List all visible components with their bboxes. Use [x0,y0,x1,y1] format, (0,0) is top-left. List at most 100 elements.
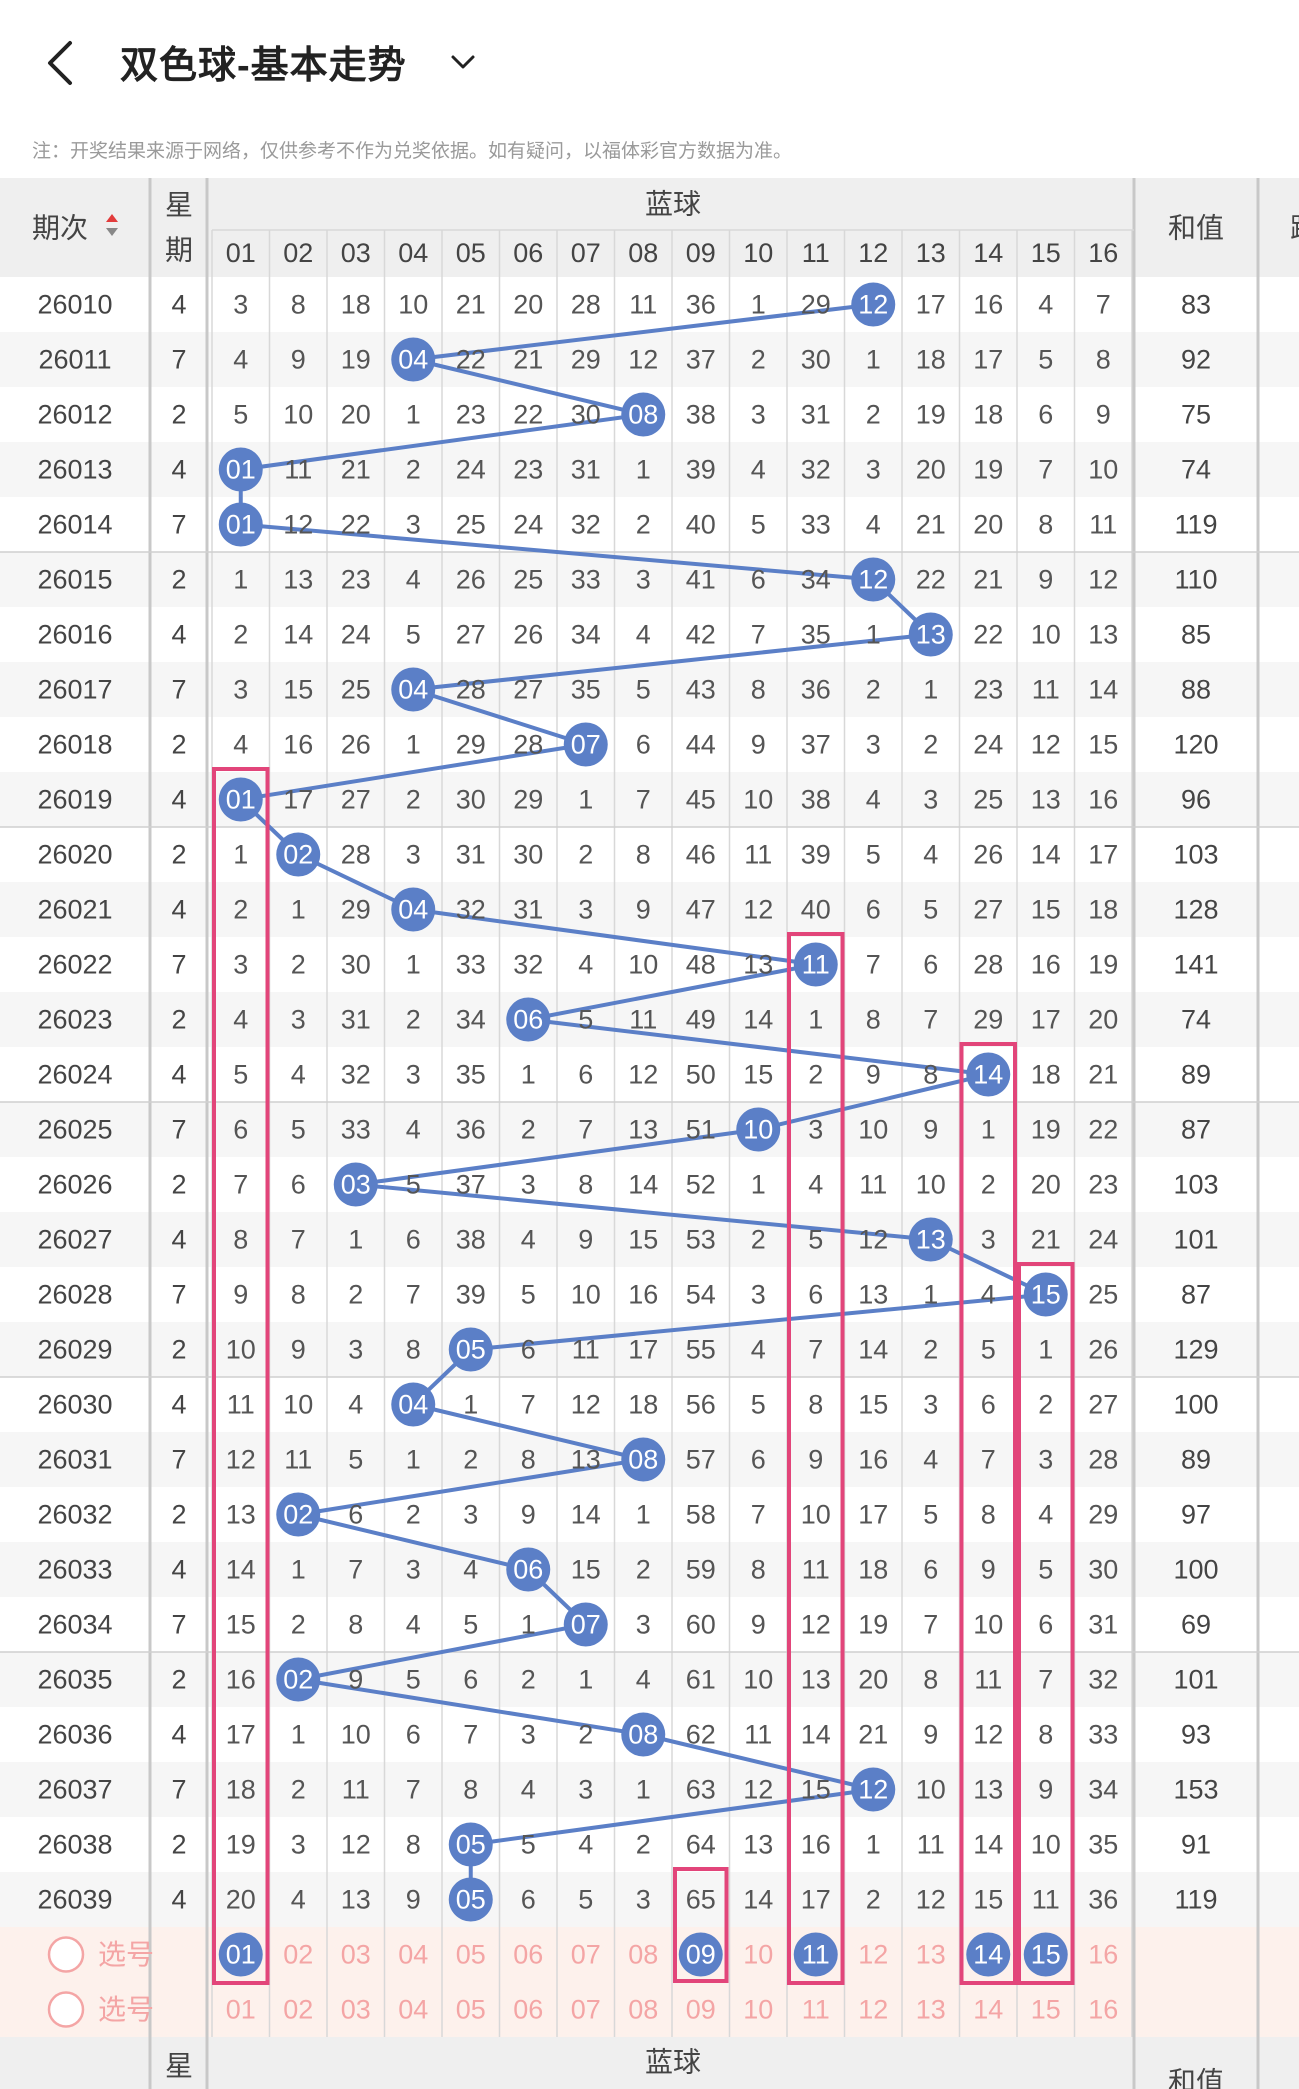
week-value: 7 [171,1445,186,1475]
week-value: 4 [171,1060,186,1090]
select-number[interactable]: 09 [686,1995,716,2025]
selected-ball[interactable] [966,1932,1011,1977]
footer-blue: 蓝球 [645,2047,701,2078]
header-number-04: 04 [398,238,428,268]
select-number[interactable]: 05 [456,1940,486,1970]
select-number[interactable]: 01 [226,1995,256,2025]
omission-value: 15 [973,1885,1003,1915]
issue-number: 26037 [37,1775,112,1805]
omission-value: 8 [233,1225,248,1255]
omission-value: 13 [743,1830,773,1860]
omission-value: 17 [801,1885,831,1915]
omission-value: 9 [923,1720,938,1750]
omission-value: 12 [341,1830,371,1860]
omission-value: 20 [858,1665,888,1695]
select-number[interactable]: 07 [571,1940,601,1970]
select-number[interactable]: 05 [456,1995,486,2025]
selected-ball[interactable] [793,1932,838,1977]
blue-ball-number: 13 [916,620,946,650]
omission-value: 39 [801,840,831,870]
select-number[interactable]: 10 [743,1995,773,2025]
omission-value: 2 [291,1775,306,1805]
select-radio[interactable] [47,1936,85,1973]
issue-number: 26019 [37,785,112,815]
omission-value: 1 [636,1775,651,1805]
omission-value: 37 [456,1170,486,1200]
blue-ball [391,887,436,932]
blue-ball-number: 02 [283,1665,313,1695]
issue-number: 26039 [37,1885,112,1915]
blue-ball-number: 04 [398,1390,428,1420]
select-number[interactable]: 03 [341,1995,371,2025]
selected-ball[interactable] [678,1932,723,1977]
omission-value: 62 [686,1720,716,1750]
blue-ball-number: 08 [628,1720,658,1750]
week-value: 4 [171,620,186,650]
omission-value: 2 [348,1280,363,1310]
select-number[interactable]: 16 [1088,1995,1118,2025]
select-number[interactable]: 02 [283,1940,313,1970]
header-number-10: 10 [743,238,773,268]
selected-ball[interactable] [218,1932,263,1977]
select-number[interactable]: 13 [916,1940,946,1970]
omission-value: 5 [1038,1555,1053,1585]
select-radio[interactable] [47,1991,85,2028]
select-number[interactable]: 08 [628,1995,658,2025]
omission-value: 9 [406,1885,421,1915]
select-label[interactable]: 选号 [98,1939,154,1970]
omission-value: 12 [743,1775,773,1805]
selected-ball-number[interactable]: 15 [1031,1940,1061,1970]
omission-value: 14 [628,1170,658,1200]
omission-value: 1 [866,345,881,375]
select-number[interactable]: 13 [916,1995,946,2025]
omission-value: 30 [513,840,543,870]
selected-ball-number[interactable]: 11 [802,1940,830,1970]
select-number[interactable]: 04 [398,1940,428,1970]
select-number[interactable]: 07 [571,1995,601,2025]
row-stripe [0,442,1299,497]
select-number[interactable]: 06 [513,1995,543,2025]
omission-value: 1 [866,1830,881,1860]
week-value: 2 [171,1665,186,1695]
select-number[interactable]: 02 [283,1995,313,2025]
selected-ball[interactable] [1023,1932,1068,1977]
select-number[interactable]: 15 [1031,1995,1061,2025]
select-number[interactable]: 12 [858,1940,888,1970]
omission-value: 3 [808,1115,823,1145]
chevron-down-icon[interactable] [448,50,478,74]
omission-value: 6 [463,1665,478,1695]
select-number[interactable]: 11 [802,1995,830,2025]
disclaimer-notice: 注：开奖结果来源于网络，仅供参考不作为兑奖依据。如有疑问，以福体彩官方数据为准。 [32,141,793,162]
selected-ball-number[interactable]: 09 [686,1940,716,1970]
chevron-left-icon[interactable] [40,38,80,88]
select-label[interactable]: 选号 [98,1994,154,2025]
sum-value: 96 [1181,785,1211,815]
omission-value: 28 [341,840,371,870]
week-value: 7 [171,1115,186,1145]
select-number[interactable]: 08 [628,1940,658,1970]
select-number[interactable]: 10 [743,1940,773,1970]
select-number[interactable]: 04 [398,1995,428,2025]
omission-value: 4 [636,1665,651,1695]
omission-value: 31 [801,400,831,430]
omission-value: 13 [341,1885,371,1915]
select-number[interactable]: 16 [1088,1940,1118,1970]
select-number[interactable]: 06 [513,1940,543,1970]
selected-ball-number[interactable]: 14 [973,1940,1003,1970]
omission-value: 8 [923,1060,938,1090]
header-number-07: 07 [571,238,601,268]
omission-value: 2 [291,950,306,980]
header-sum: 和值 [1168,213,1224,244]
select-number[interactable]: 14 [973,1995,1003,2025]
omission-value: 3 [1038,1445,1053,1475]
blue-ball-number: 12 [858,290,888,320]
sum-value: 74 [1181,455,1211,485]
omission-value: 3 [923,785,938,815]
omission-value: 31 [571,455,601,485]
omission-value: 3 [233,675,248,705]
omission-value: 27 [1088,1390,1118,1420]
select-number[interactable]: 12 [858,1995,888,2025]
selected-ball-number[interactable]: 01 [226,1940,256,1970]
select-number[interactable]: 03 [341,1940,371,1970]
sum-value: 91 [1181,1830,1211,1860]
